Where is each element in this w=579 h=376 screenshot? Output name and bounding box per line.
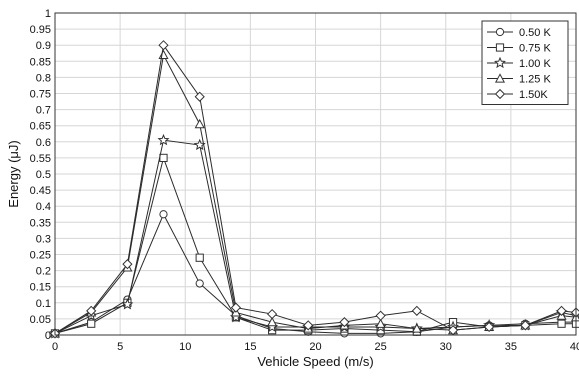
marker-diamond <box>411 305 422 316</box>
legend-label: 1.50K <box>519 89 548 101</box>
marker-diamond <box>303 320 314 331</box>
y-tick-label: 0.55 <box>30 153 51 165</box>
y-tick-label: 0.6 <box>36 137 51 149</box>
marker-diamond <box>339 317 350 328</box>
y-tick-label: 0.45 <box>30 185 51 197</box>
y-tick-label: 0.05 <box>30 314 51 326</box>
y-tick-label: 0.8 <box>36 72 51 84</box>
x-tick-label: 10 <box>179 341 191 353</box>
y-tick-label: 0.75 <box>30 89 51 101</box>
y-tick-label: 1 <box>45 8 51 20</box>
marker-star <box>157 133 170 146</box>
legend-label: 0.75 K <box>519 43 551 55</box>
marker-star <box>494 56 506 69</box>
y-tick-label: 0.35 <box>30 217 51 229</box>
marker-diamond <box>158 40 169 51</box>
marker-square <box>557 319 566 328</box>
x-axis-title: Vehicle Speed (m/s) <box>257 354 373 369</box>
y-tick-label: 0.85 <box>30 56 51 68</box>
x-tick-label: 25 <box>375 341 387 353</box>
x-tick-label: 35 <box>505 341 517 353</box>
x-tick-label: 20 <box>309 341 321 353</box>
tick-labels: 0 0.05 0.1 0.15 0.2 0.25 0.3 0.35 0.4 0.45 0.5 0.55… <box>30 8 579 353</box>
marker-triangle <box>411 323 422 333</box>
marker-triangle <box>194 118 205 129</box>
y-tick-label: 0.2 <box>36 266 51 278</box>
x-tick-label: 0 <box>52 341 58 353</box>
series-line <box>54 43 577 334</box>
x-tick-label: 15 <box>244 341 256 353</box>
x-tick-label: 5 <box>117 341 123 353</box>
marker-square <box>159 153 168 163</box>
y-tick-label: 0.65 <box>30 121 51 133</box>
marker-diamond <box>86 305 97 316</box>
marker-circle <box>495 27 505 37</box>
y-tick-label: 0.4 <box>36 201 51 213</box>
marker-diamond <box>122 259 133 270</box>
marker-star <box>121 298 134 310</box>
y-tick-label: 0.9 <box>36 40 51 52</box>
marker-diamond <box>494 88 506 100</box>
marker-circle <box>195 279 204 288</box>
y-tick-label: 0.15 <box>30 282 51 294</box>
plot-frame <box>54 12 577 336</box>
y-tick-label: 0.3 <box>36 233 51 245</box>
legend-label: 1.25 K <box>519 74 551 86</box>
y-tick-label: 0.1 <box>36 298 51 310</box>
y-tick-label: 0 <box>45 330 51 342</box>
marker-triangle <box>375 318 386 328</box>
legend-label: 1.00 K <box>519 58 551 70</box>
marker-square <box>87 319 96 328</box>
legend-label: 0.50 K <box>519 27 551 39</box>
series-line <box>54 213 576 334</box>
y-axis-title: Energy (μJ) <box>6 140 21 207</box>
x-tick-label: 30 <box>440 341 452 353</box>
legend: 0.50 K 0.75 K 1.00 K 1.25 K 1.50K <box>481 20 569 105</box>
marker-triangle <box>494 73 506 83</box>
marker-diamond <box>520 320 531 331</box>
marker-diamond <box>194 91 205 102</box>
y-tick-label: 0.95 <box>30 24 51 36</box>
y-tick-label: 0.7 <box>36 105 51 117</box>
marker-diamond <box>484 321 495 333</box>
marker-diamond <box>556 305 567 316</box>
marker-circle <box>159 210 168 219</box>
marker-diamond <box>375 310 386 321</box>
marker-square <box>195 253 204 262</box>
y-tick-label: 0.25 <box>30 250 51 262</box>
series-group <box>49 40 579 339</box>
marker-diamond <box>267 308 278 320</box>
marker-diamond <box>230 302 242 313</box>
marker-triangle <box>267 316 278 327</box>
y-tick-label: 0.5 <box>36 169 51 181</box>
marker-square <box>495 43 505 52</box>
x-tick-label: 40 <box>570 341 579 353</box>
